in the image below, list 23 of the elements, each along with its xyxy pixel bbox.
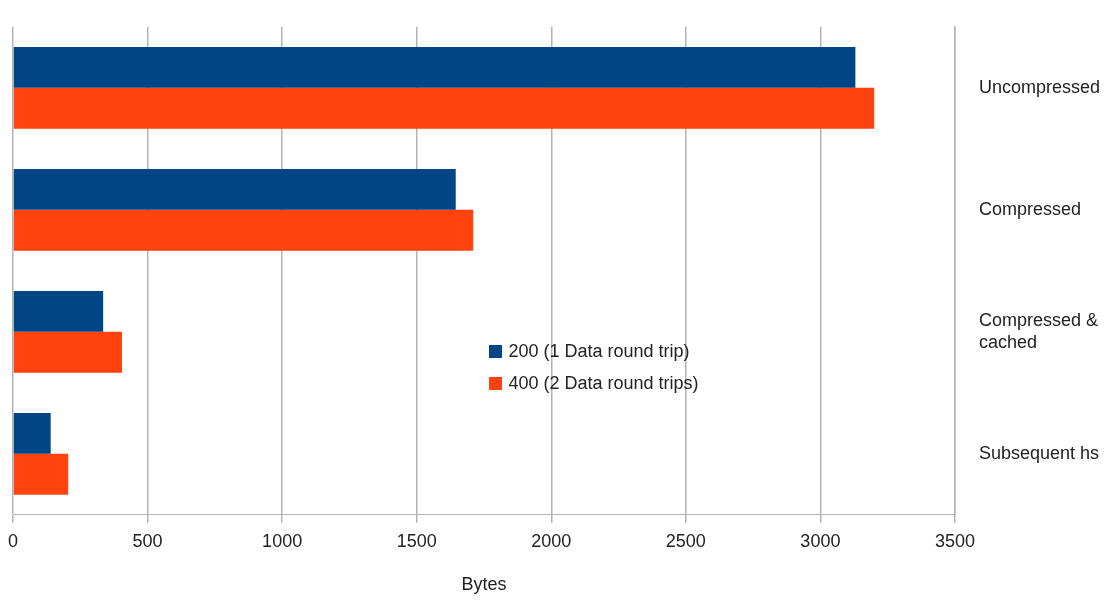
x-tick-label: 0 [8, 530, 19, 551]
bar [13, 412, 51, 454]
x-tick-label: 3500 [934, 530, 975, 551]
bar [13, 87, 875, 129]
legend-label: 400 (2 Data round trips) [507, 372, 699, 396]
legend-label: 200 (1 Data round trip) [507, 340, 691, 364]
x-axis-title: Bytes [461, 574, 507, 595]
bar [13, 453, 69, 495]
y-tick-label: Compressed & cached [978, 309, 1099, 352]
bar [13, 168, 456, 210]
x-tick-label: 1000 [262, 530, 303, 551]
y-tick-label: Uncompressed [978, 76, 1101, 97]
bar [13, 331, 122, 373]
y-tick-label: Subsequent hs [978, 442, 1100, 463]
bar [13, 46, 856, 88]
bar [13, 290, 104, 332]
x-tick-label: 2000 [531, 530, 572, 551]
x-tick-label: 1500 [396, 530, 437, 551]
x-tick-label: 3000 [800, 530, 841, 551]
y-tick-label: Compressed [978, 198, 1081, 219]
x-tick-label: 2500 [665, 530, 706, 551]
x-tick-label: 500 [132, 530, 163, 551]
bar [13, 209, 474, 251]
